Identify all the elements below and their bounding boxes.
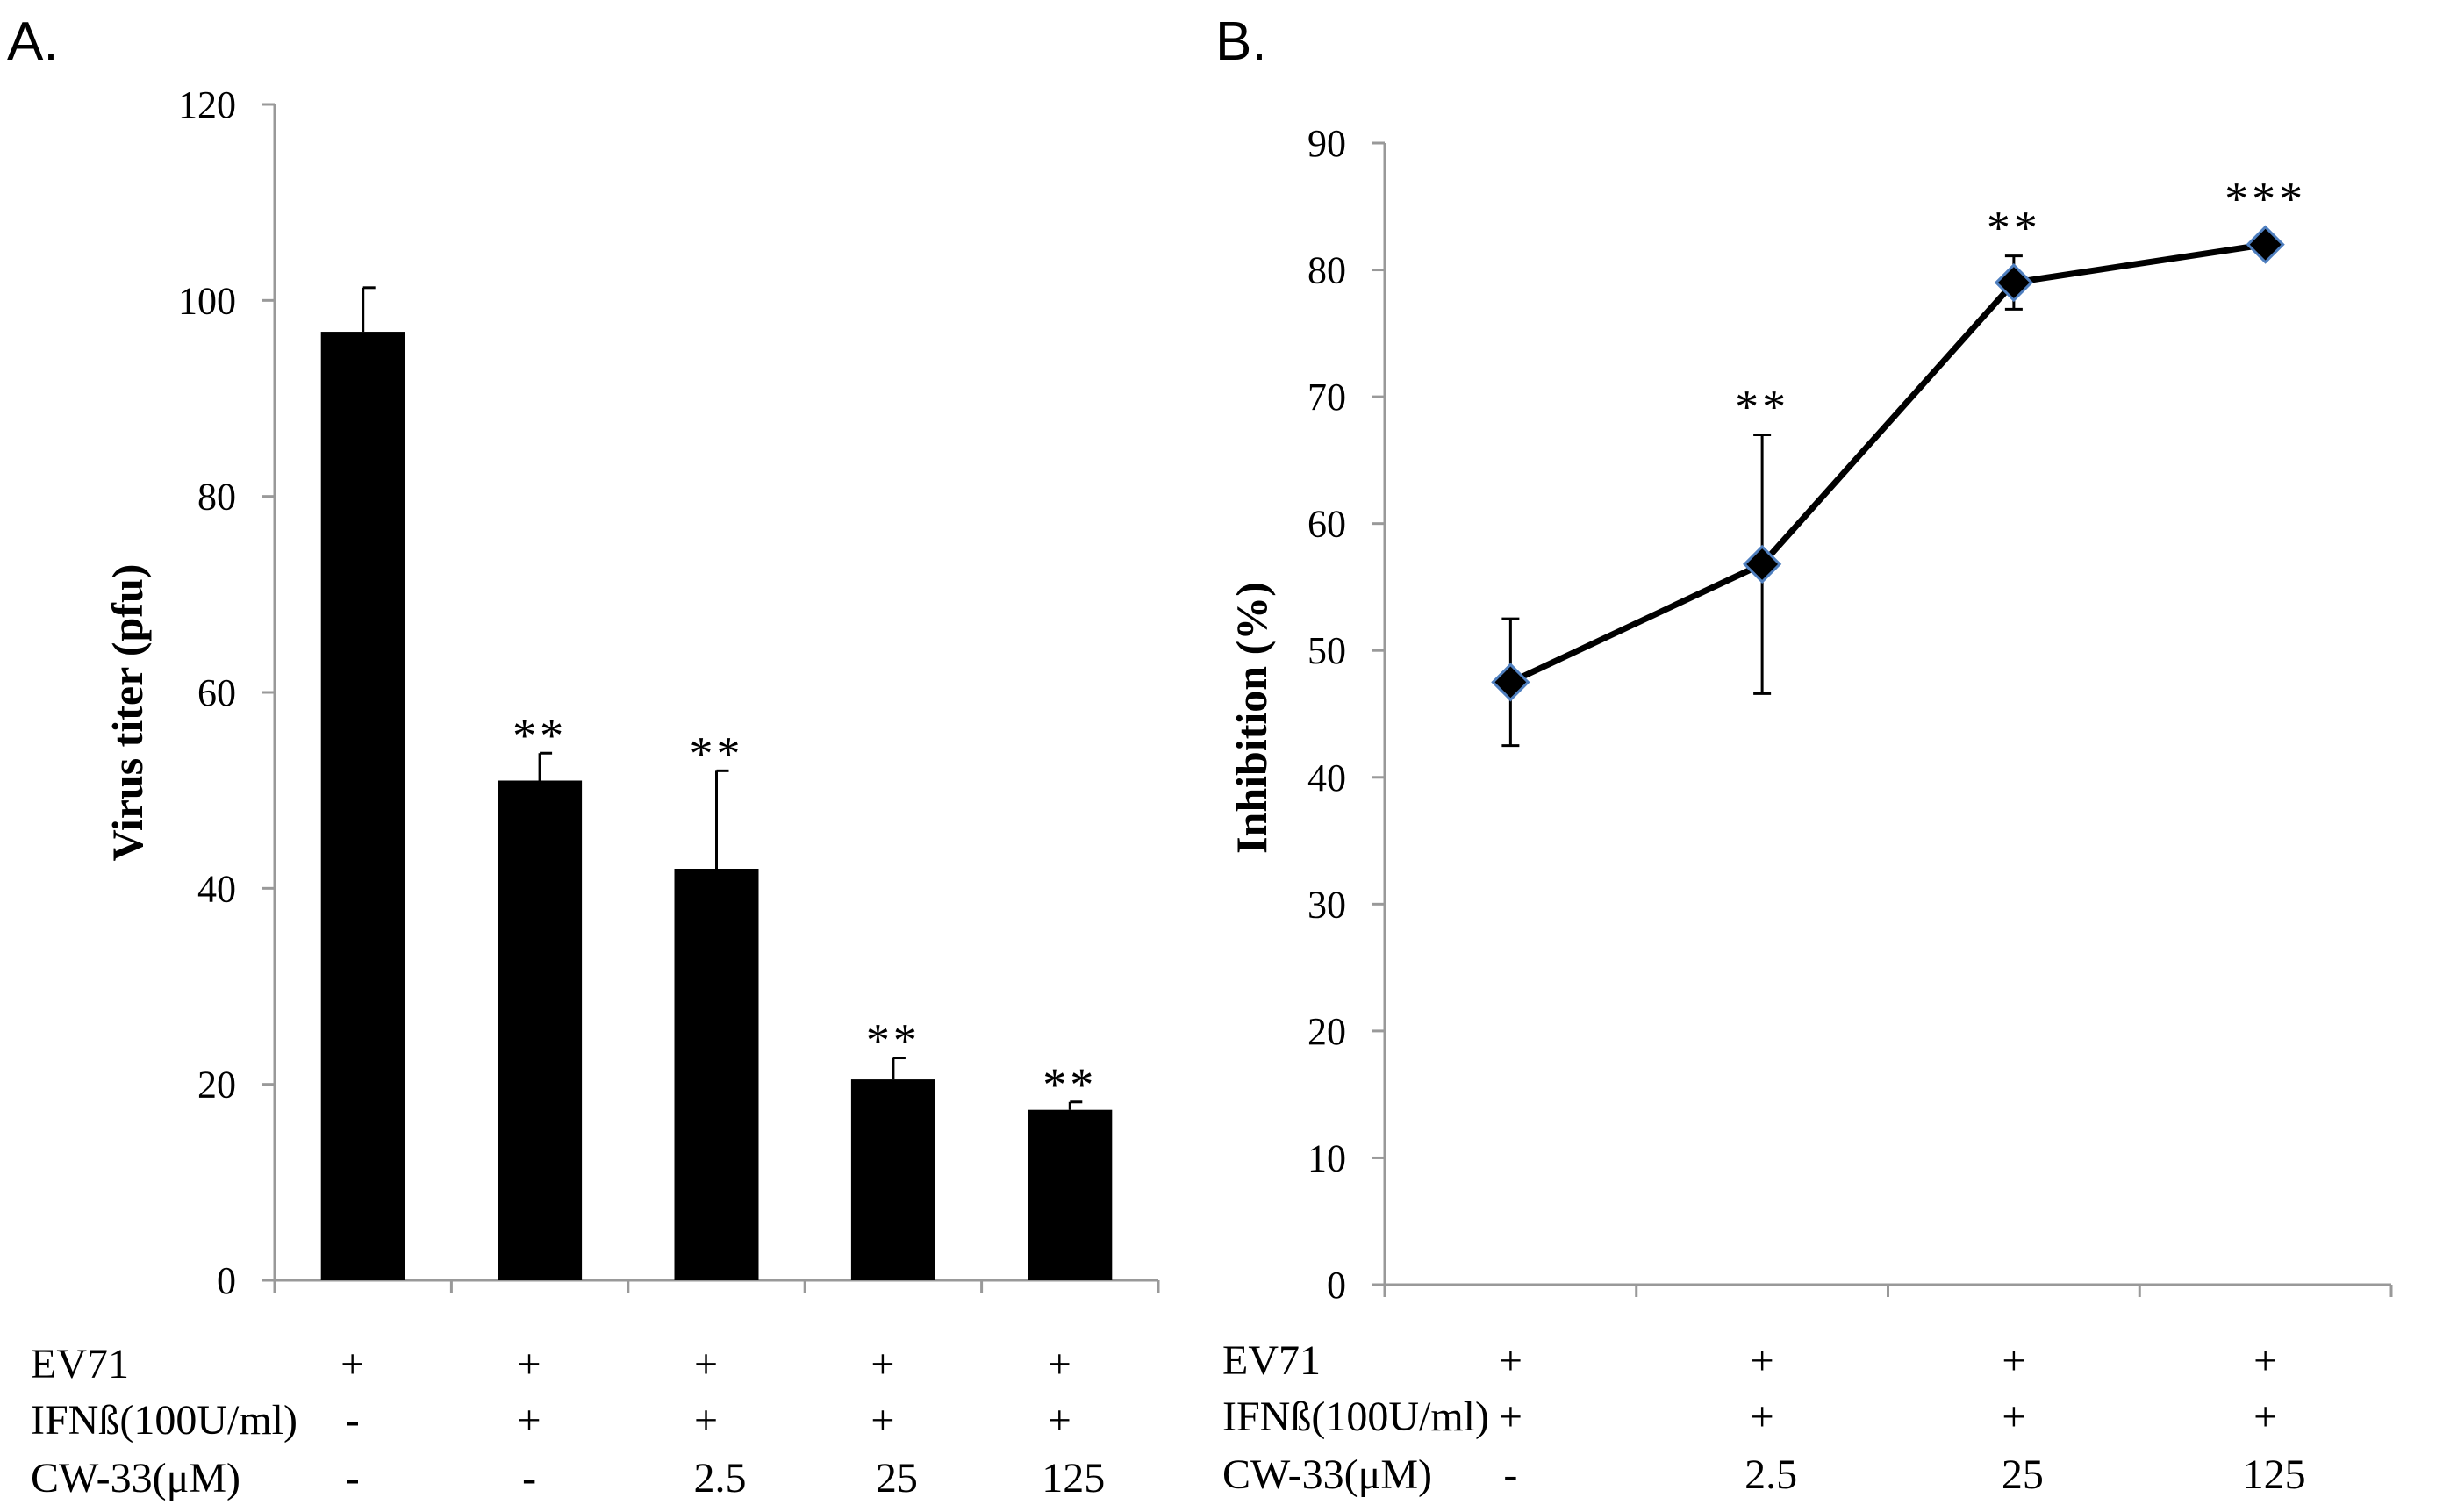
panel-a-condition-value: - <box>522 1455 536 1501</box>
panel-a-bar <box>850 1079 935 1280</box>
panel-b-condition-value: 125 <box>2243 1451 2306 1498</box>
panel-b-letter: B. <box>1215 11 1267 72</box>
panel-b-data-point <box>1743 544 1782 584</box>
panel-b-y-tick-label: 20 <box>1307 1010 1346 1053</box>
panel-a-significance-marker: ** <box>866 1014 921 1067</box>
panel-a-bar <box>320 332 405 1281</box>
panel-a-significance-marker: ** <box>690 727 744 779</box>
panel-a-condition-value: + <box>870 1397 894 1444</box>
panel-b-y-axis-title: Inhibition (%) <box>1227 582 1276 854</box>
panel-b-condition-value: - <box>1503 1451 1517 1498</box>
panel-a-y-tick-label: 0 <box>217 1259 236 1302</box>
panel-b-condition-value: + <box>1751 1394 1774 1440</box>
panel-a-significance-marker: ** <box>1042 1058 1097 1111</box>
panel-b-condition-value: + <box>2253 1394 2277 1440</box>
panel-a-condition-label: CW-33(μM) <box>31 1455 240 1501</box>
panel-b-y-tick-label: 0 <box>1327 1264 1346 1307</box>
panel-a-y-tick-label: 80 <box>197 476 236 519</box>
panel-b-series-line <box>1508 241 2267 685</box>
panel-a-condition-label: EV71 <box>31 1341 129 1387</box>
panel-a-condition-value: + <box>1048 1341 1071 1387</box>
panel-a-condition-value: - <box>346 1397 360 1444</box>
panel-a-condition-value: 25 <box>876 1455 918 1501</box>
panel-a-y-tick-label: 100 <box>178 279 236 322</box>
panel-a-condition-value: + <box>870 1341 894 1387</box>
panel-b-y-tick-label: 50 <box>1307 629 1346 672</box>
panel-b-data-point <box>2246 225 2285 264</box>
panel-a-condition-value: 2.5 <box>694 1455 747 1501</box>
panel-b-condition-value: + <box>1499 1337 1522 1384</box>
panel-a-condition-value: + <box>1048 1397 1071 1444</box>
panel-a-letter: A. <box>7 11 59 72</box>
panel-b-condition-value: + <box>2002 1394 2025 1440</box>
panel-b-condition-label: EV71 <box>1222 1337 1321 1384</box>
panel-a-y-tick-label: 120 <box>178 83 236 126</box>
panel-b-y-tick-label: 70 <box>1307 376 1346 419</box>
panel-b-condition-label: IFNß(100U/ml) <box>1222 1394 1489 1440</box>
panel-b-significance-marker: ** <box>1987 202 2041 254</box>
panel-b-y-tick-label: 30 <box>1307 883 1346 926</box>
panel-b-line-chart: Inhibition (%) 0102030405060708090******… <box>1222 122 2393 1498</box>
panel-a-condition-value: + <box>340 1341 364 1387</box>
panel-b-significance-marker: *** <box>2224 173 2306 226</box>
panel-b-condition-value: + <box>1499 1394 1522 1440</box>
panel-b-condition-value: + <box>2002 1337 2025 1384</box>
panel-b-y-tick-label: 40 <box>1307 756 1346 799</box>
panel-b-y-tick-label: 90 <box>1307 122 1346 165</box>
panel-b-y-tick-label: 60 <box>1307 503 1346 546</box>
panel-a-condition-value: + <box>518 1341 541 1387</box>
panel-b-condition-value: 25 <box>2002 1451 2044 1498</box>
panel-b-condition-label: CW-33(μM) <box>1222 1451 1432 1498</box>
panel-b-y-tick-label: 80 <box>1307 249 1346 292</box>
panel-b-condition-value: + <box>1751 1337 1774 1384</box>
panel-a-condition-value: - <box>346 1455 360 1501</box>
panel-a-y-tick-label: 40 <box>197 867 236 910</box>
panel-a-significance-marker: ** <box>512 709 567 762</box>
panel-b-significance-marker: ** <box>1735 380 1789 433</box>
panel-a-condition-value: + <box>518 1397 541 1444</box>
panel-b-data-point <box>1491 663 1530 702</box>
panel-b-y-tick-label: 10 <box>1307 1136 1346 1179</box>
panel-a-condition-label: IFNß(100U/ml) <box>31 1397 297 1444</box>
panel-a-y-axis-title: Virus titer (pfu) <box>103 564 152 862</box>
panel-b-condition-value: 2.5 <box>1744 1451 1797 1498</box>
panel-a-bar <box>498 780 583 1280</box>
panel-a-bar-chart: Virus titer (pfu) 0 20 40 60 80 100 120 ** ** ** *… <box>31 83 1160 1501</box>
panel-a-y-tick-label: 60 <box>197 671 236 714</box>
panel-a-bar <box>674 869 759 1280</box>
panel-a-condition-value: + <box>694 1341 718 1387</box>
panel-b-condition-value: + <box>2253 1337 2277 1384</box>
panel-a-condition-value: + <box>694 1397 718 1444</box>
panel-a-condition-value: 125 <box>1042 1455 1105 1501</box>
panel-a-y-tick-label: 20 <box>197 1064 236 1107</box>
panel-b-data-point <box>1994 262 2033 303</box>
panel-a-bar <box>1028 1109 1113 1280</box>
